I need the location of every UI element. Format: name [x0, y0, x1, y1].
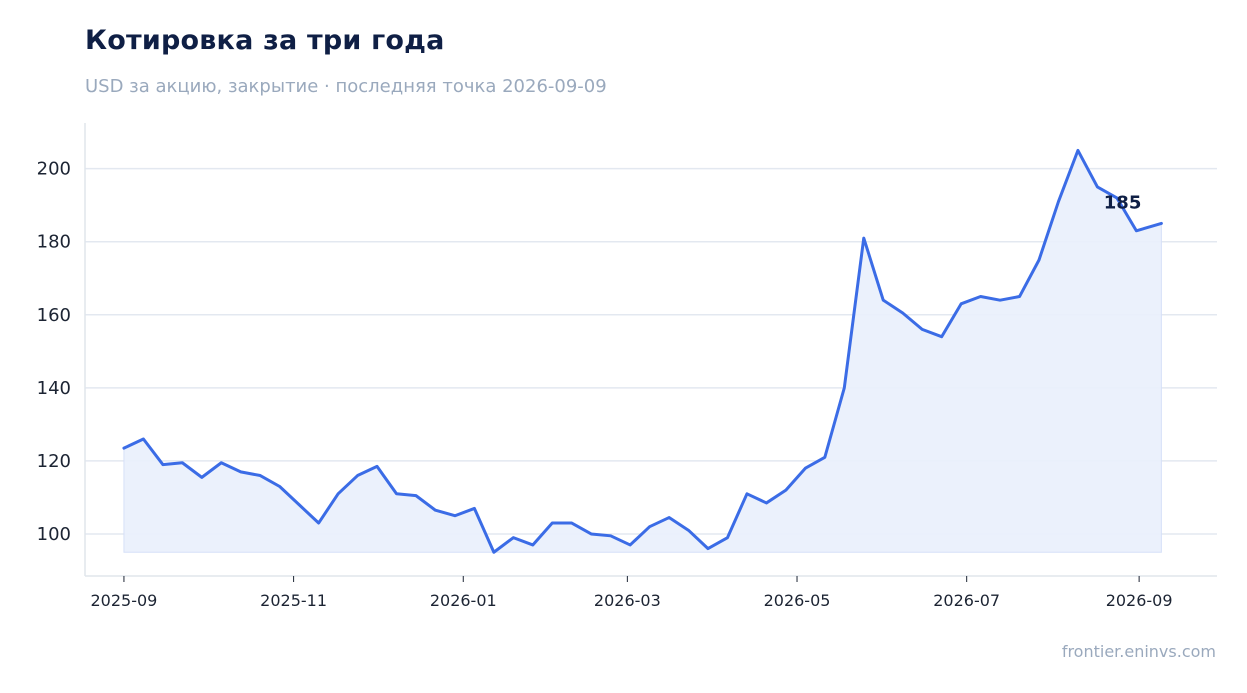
data-point: [706, 547, 710, 550]
data-point: [726, 536, 729, 539]
data-point: [453, 514, 457, 517]
x-tick-label: 2026-07: [933, 591, 1000, 610]
data-point: [862, 236, 865, 240]
data-point: [239, 470, 242, 474]
y-tick-label: 100: [37, 524, 71, 545]
data-point: [297, 503, 301, 506]
data-point: [122, 446, 126, 450]
x-tick-label: 2025-11: [260, 591, 327, 610]
tick-labels: 100 120 140 160 180 200 2025-09 2025-11 2026-01 2…: [37, 159, 1173, 610]
data-point: [434, 509, 437, 512]
data-point: [512, 536, 515, 539]
data-point: [570, 521, 573, 525]
data-point: [823, 456, 827, 459]
data-point: [843, 386, 846, 390]
data-point: [356, 474, 359, 477]
data-point: [628, 543, 632, 547]
last-value-label: 185: [1104, 192, 1142, 213]
data-point: [882, 298, 885, 302]
data-point: [181, 461, 184, 464]
data-point: [920, 328, 924, 331]
x-tick-label: 2026-03: [594, 591, 661, 610]
data-point: [979, 295, 982, 298]
y-tick-label: 200: [37, 159, 71, 180]
y-tick-label: 160: [37, 305, 71, 326]
data-point: [784, 488, 788, 492]
data-point: [998, 298, 1002, 302]
data-point: [1135, 229, 1138, 232]
data-point: [220, 461, 223, 464]
data-point: [804, 467, 807, 470]
data-point: [765, 501, 768, 505]
source-link[interactable]: frontier.eninvs.com: [1061, 642, 1216, 661]
data-point: [473, 507, 476, 510]
x-tick-label: 2026-05: [764, 591, 831, 610]
data-point: [551, 521, 554, 525]
chart-title: Котировка за три года: [85, 25, 445, 56]
data-point: [1076, 149, 1080, 152]
y-tick-label: 140: [37, 378, 71, 399]
axes: [84, 123, 1217, 582]
data-point: [667, 516, 671, 519]
data-point: [1018, 295, 1021, 298]
x-tick-label: 2026-01: [430, 591, 497, 610]
data-point: [531, 543, 534, 547]
data-point: [959, 302, 963, 306]
y-tick-label: 180: [37, 232, 71, 253]
y-tick-label: 120: [37, 451, 71, 472]
area-layer: [122, 148, 1163, 554]
data-point: [336, 492, 340, 496]
data-point: [161, 463, 165, 466]
chart-subtitle: USD за акцию, закрытие · последняя точка…: [85, 76, 607, 97]
data-point: [200, 476, 204, 479]
price-line: [122, 148, 1163, 554]
data-point: [1160, 222, 1163, 225]
data-point: [1057, 200, 1060, 203]
data-point: [609, 534, 612, 538]
data-point: [1096, 185, 1099, 189]
data-point: [745, 492, 749, 496]
data-point: [940, 335, 943, 338]
data-point: [648, 525, 651, 528]
data-point: [1037, 258, 1041, 262]
price-area: [123, 149, 1162, 554]
data-point: [1115, 196, 1119, 200]
data-point: [142, 437, 145, 441]
x-tick-label: 2026-09: [1106, 591, 1173, 610]
data-point: [317, 521, 320, 525]
data-point: [590, 532, 593, 536]
data-point: [375, 465, 379, 468]
data-point: [492, 551, 496, 554]
data-point: [687, 529, 690, 532]
x-tick-label: 2025-09: [91, 591, 158, 610]
data-point: [414, 494, 418, 497]
data-point: [395, 492, 398, 496]
data-point: [901, 311, 904, 315]
data-point: [259, 474, 262, 477]
data-point: [278, 485, 281, 488]
